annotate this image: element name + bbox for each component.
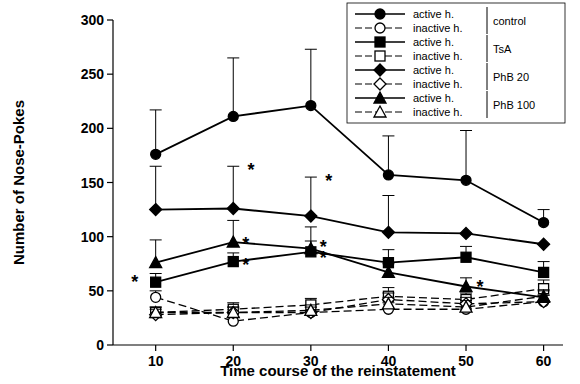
data-point bbox=[150, 204, 162, 216]
legend-marker bbox=[374, 92, 386, 103]
data-point bbox=[151, 149, 161, 159]
legend-label: inactive h. bbox=[413, 106, 463, 118]
x-tick-label: 10 bbox=[148, 353, 164, 369]
significance-mark: * bbox=[248, 160, 255, 180]
series-line bbox=[156, 296, 544, 312]
data-point bbox=[227, 236, 239, 247]
series-line bbox=[156, 289, 544, 313]
x-tick bbox=[465, 345, 466, 351]
significance-mark: * bbox=[325, 171, 332, 191]
error-bar bbox=[460, 131, 472, 181]
legend-group-label: control bbox=[493, 15, 526, 27]
data-point bbox=[538, 238, 550, 250]
data-point bbox=[538, 291, 550, 302]
data-point bbox=[151, 277, 161, 287]
x-tick bbox=[543, 345, 544, 351]
significance-mark: * bbox=[320, 248, 327, 268]
x-tick bbox=[388, 345, 389, 351]
chart: 050100150200250300102030405060Time cours… bbox=[0, 0, 580, 384]
data-point bbox=[461, 175, 471, 185]
data-point bbox=[539, 218, 549, 228]
series-line bbox=[156, 242, 544, 297]
significance-mark: * bbox=[242, 255, 249, 275]
significance-mark: * bbox=[131, 272, 138, 292]
x-tick-label: 60 bbox=[536, 353, 552, 369]
legend-label: active h. bbox=[413, 92, 454, 104]
y-tick bbox=[107, 236, 113, 237]
y-tick bbox=[107, 344, 113, 345]
legend-marker bbox=[374, 78, 386, 90]
y-tick-label: 150 bbox=[81, 175, 105, 191]
data-point bbox=[383, 170, 393, 180]
y-tick-label: 100 bbox=[81, 229, 105, 245]
legend: active h. inactive h. active h. inactive h.… bbox=[347, 3, 565, 123]
data-point bbox=[460, 227, 472, 239]
data-point bbox=[151, 292, 161, 302]
data-point bbox=[382, 266, 394, 277]
y-tick-label: 200 bbox=[81, 120, 105, 136]
error-bar bbox=[227, 58, 239, 116]
error-bar bbox=[150, 110, 162, 154]
legend-label: active h. bbox=[413, 36, 454, 48]
data-point bbox=[227, 203, 239, 215]
data-point bbox=[151, 308, 161, 318]
legend-label: inactive h. bbox=[413, 78, 463, 90]
data-point bbox=[305, 243, 317, 254]
series-line bbox=[156, 209, 544, 245]
data-point bbox=[305, 210, 317, 222]
y-tick bbox=[107, 290, 113, 291]
legend-label: inactive h. bbox=[413, 50, 463, 62]
data-point bbox=[227, 307, 239, 318]
x-tick bbox=[233, 345, 234, 351]
data-point bbox=[460, 281, 472, 292]
y-tick bbox=[107, 74, 113, 75]
legend-group-label: PhB 20 bbox=[493, 71, 529, 83]
legend-group-label: TsA bbox=[493, 43, 512, 55]
legend-label: active h. bbox=[413, 64, 454, 76]
y-tick bbox=[107, 128, 113, 129]
legend-marker bbox=[374, 64, 386, 76]
x-tick-label: 50 bbox=[458, 353, 474, 369]
data-point bbox=[305, 304, 317, 315]
significance-mark: * bbox=[476, 277, 483, 297]
legend-label: active h. bbox=[413, 8, 454, 20]
y-tick bbox=[107, 182, 113, 183]
x-tick bbox=[155, 345, 156, 351]
legend-marker bbox=[375, 51, 385, 61]
significance-mark: * bbox=[242, 234, 249, 254]
data-point bbox=[228, 257, 238, 267]
data-point bbox=[228, 111, 238, 121]
data-point bbox=[461, 252, 471, 262]
series-line bbox=[156, 252, 544, 282]
legend-label: inactive h. bbox=[413, 22, 463, 34]
legend-marker bbox=[375, 37, 385, 47]
y-tick-label: 50 bbox=[88, 283, 104, 299]
y-tick-label: 300 bbox=[81, 12, 105, 28]
data-point bbox=[150, 307, 162, 318]
legend-group-label: PhB 100 bbox=[493, 99, 535, 111]
legend-marker bbox=[374, 106, 386, 117]
x-axis-label: Time course of the reinstatement bbox=[220, 362, 456, 379]
y-tick-label: 0 bbox=[96, 337, 104, 353]
data-point bbox=[306, 101, 316, 111]
data-point bbox=[539, 267, 549, 277]
y-tick bbox=[107, 19, 113, 20]
y-tick-label: 250 bbox=[81, 66, 105, 82]
data-point bbox=[460, 301, 472, 312]
x-axis bbox=[113, 344, 563, 345]
x-tick bbox=[310, 345, 311, 351]
data-point bbox=[382, 298, 394, 309]
legend-marker bbox=[375, 9, 385, 19]
legend-marker bbox=[375, 23, 385, 33]
data-point bbox=[150, 257, 162, 268]
data-point bbox=[382, 226, 394, 238]
y-axis-label: Number of Nose-Pokes bbox=[10, 100, 27, 265]
error-bar bbox=[382, 136, 394, 175]
error-bar bbox=[305, 49, 317, 105]
